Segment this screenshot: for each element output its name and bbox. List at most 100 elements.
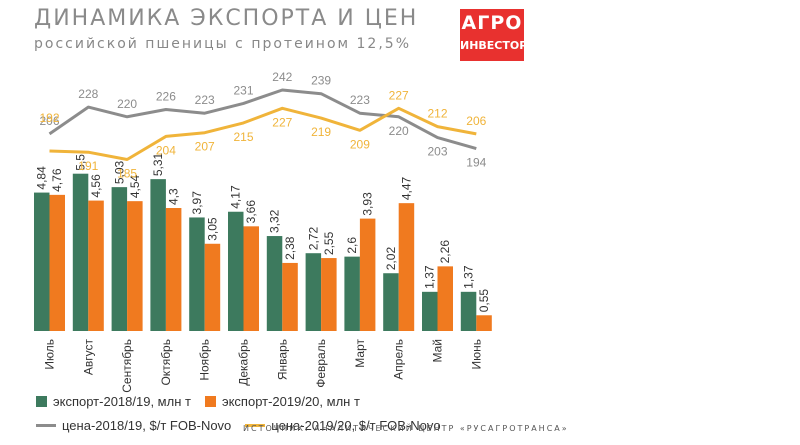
legend-item: экспорт-2019/20, млн т — [204, 394, 360, 409]
bar-export-2019 — [359, 218, 376, 331]
price-label-2019: 192 — [39, 111, 59, 125]
price-label-2018: 220 — [117, 97, 137, 111]
bar-export-2019 — [243, 226, 259, 331]
bar-export-2019 — [127, 201, 143, 331]
bar-value-label: 4,17 — [229, 185, 243, 209]
price-label-2018: 228 — [78, 87, 98, 101]
bar-value-label: 0,55 — [477, 289, 491, 313]
price-label-2019: 212 — [427, 107, 447, 121]
legend-label: экспорт-2019/20, млн т — [221, 394, 360, 409]
category-label: Август — [81, 339, 95, 376]
price-label-2018: 223 — [195, 93, 215, 107]
category-label: Октябрь — [159, 339, 173, 386]
legend: экспорт-2018/19, млн т экспорт-2019/20, м… — [36, 394, 556, 439]
legend-line — [245, 424, 266, 427]
price-label-2018: 220 — [389, 124, 409, 138]
bar-export-2019 — [476, 315, 492, 331]
bar-export-2018 — [111, 187, 128, 331]
category-label: Февраль — [314, 339, 328, 388]
price-label-2019: 185 — [117, 167, 137, 181]
bar-export-2019 — [88, 200, 104, 331]
bar-export-2019 — [398, 203, 415, 331]
price-label-2018: 206 — [39, 114, 59, 128]
bar-value-label: 4,54 — [128, 174, 142, 198]
bar-value-label: 4,84 — [35, 166, 49, 190]
price-label-2019: 207 — [195, 140, 215, 154]
category-label: Декабрь — [237, 339, 251, 386]
bar-export-2018 — [34, 192, 50, 331]
chart-subtitle: российской пшеницы с протеином 12,5% — [34, 36, 411, 52]
bar-value-label: 2,38 — [283, 236, 297, 260]
bar-value-label: 4,56 — [89, 174, 103, 198]
price-label-2018: 223 — [350, 93, 370, 107]
bar-value-label: 3,93 — [361, 192, 375, 216]
bar-value-label: 5,31 — [151, 152, 165, 176]
category-label: Ноябрь — [198, 339, 212, 381]
legend-item: цена-2019/20, $/т FOB-Novo — [245, 418, 441, 433]
source-note: ИСТОЧНИК: АНАЛИТИЧЕСКИЙ ЦЕНТР «РУСАГРОТР… — [243, 424, 569, 433]
bar-value-label: 4,47 — [399, 176, 413, 200]
logo-line1: АГРО — [461, 12, 523, 34]
bar-value-label: 1,37 — [462, 265, 476, 289]
price-line-2019 — [49, 106, 477, 161]
category-label: Март — [353, 339, 367, 368]
bar-value-label: 5,03 — [112, 160, 126, 184]
legend-swatch — [204, 396, 216, 407]
bar-export-2019 — [282, 262, 298, 331]
bar-value-label: 3,97 — [190, 191, 204, 215]
chart-title: ДИНАМИКА ЭКСПОРТА И ЦЕН — [34, 6, 419, 31]
bar-value-label: 2,55 — [322, 231, 336, 255]
bar-value-label: 2,26 — [438, 240, 452, 264]
bar-export-2018 — [228, 211, 244, 331]
category-label: Апрель — [392, 339, 406, 380]
legend-label: экспорт-2018/19, млн т — [53, 394, 191, 409]
bar-export-2019 — [49, 194, 65, 331]
bar-value-label: 3,66 — [244, 200, 258, 224]
bar-export-2018 — [422, 291, 438, 331]
legend-label: цена-2018/19, $/т FOB-Novo — [62, 418, 232, 433]
legend-item: экспорт-2018/19, млн т — [36, 394, 191, 409]
bar-value-label: 2,6 — [345, 237, 359, 254]
price-label-2019: 227 — [389, 88, 409, 102]
bar-export-2018 — [150, 179, 166, 331]
bar-export-2018 — [344, 256, 360, 331]
bar-value-label: 3,05 — [205, 217, 219, 241]
bar-export-2018 — [460, 291, 477, 331]
price-label-2018: 242 — [272, 70, 292, 84]
category-label: Июль — [43, 339, 57, 370]
price-label-2019: 215 — [233, 130, 253, 144]
bar-value-label: 5,5 — [74, 154, 88, 171]
legend-swatch — [36, 396, 47, 407]
category-label: Май — [431, 339, 445, 363]
price-label-2019: 227 — [272, 115, 292, 129]
bar-export-2019 — [321, 258, 337, 331]
price-label-2019: 206 — [466, 114, 486, 128]
agroinvestor-logo: АГРО ИНВЕСТОР — [460, 9, 528, 61]
bar-export-2019 — [437, 266, 453, 331]
category-label: Январь — [275, 339, 289, 380]
bar-export-2018 — [305, 253, 322, 331]
legend-label: цена-2019/20, $/т FOB-Novo — [271, 418, 441, 433]
bar-value-label: 2,02 — [384, 247, 398, 271]
category-label: Сентябрь — [120, 339, 134, 393]
price-label-2018: 194 — [466, 156, 486, 170]
bar-export-2019 — [165, 208, 182, 331]
bar-export-2019 — [204, 243, 221, 331]
legend-item: цена-2018/19, $/т FOB-Novo — [36, 418, 231, 433]
price-label-2019: 209 — [350, 137, 370, 151]
bar-value-label: 1,37 — [423, 265, 437, 289]
price-label-2018: 239 — [311, 74, 331, 88]
category-label: Июнь — [469, 339, 483, 370]
legend-line — [36, 424, 56, 427]
price-label-2018: 226 — [156, 90, 176, 104]
bar-value-label: 3,32 — [268, 209, 282, 233]
price-label-2018: 203 — [427, 145, 447, 159]
price-label-2018: 231 — [233, 83, 253, 97]
logo-line2: ИНВЕСТОР — [460, 39, 528, 52]
price-label-2019: 219 — [311, 125, 331, 139]
bar-export-2018 — [72, 173, 89, 331]
bar-export-2018 — [189, 217, 205, 331]
bar-value-label: 4,3 — [167, 188, 181, 205]
bar-value-label: 2,72 — [306, 227, 320, 251]
